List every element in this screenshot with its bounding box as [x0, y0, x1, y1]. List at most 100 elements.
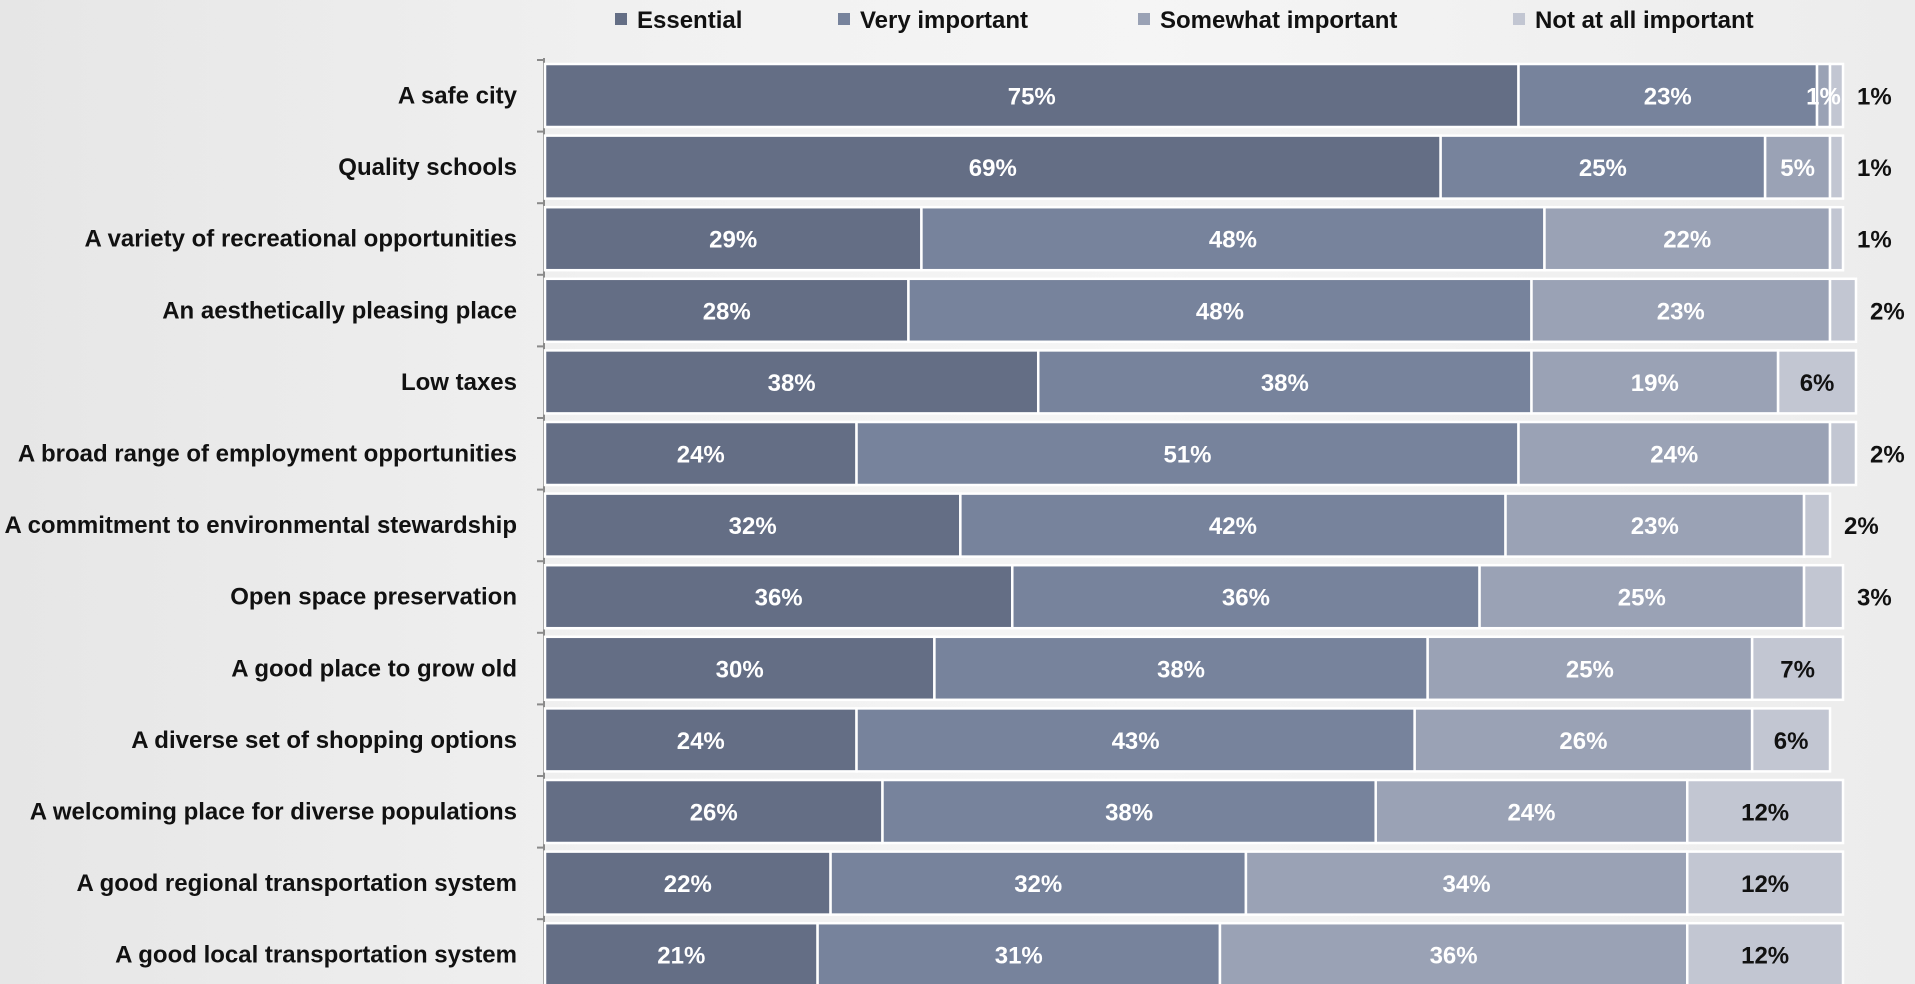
data-label-essential-a-good-local-transportation-system: 21%: [657, 943, 705, 970]
bar-somewhat-important-an-aesthetically-pleasing-place: [1530, 277, 1832, 344]
data-label-somewhat-important-a-good-regional-transportation-system: 34%: [1443, 871, 1491, 898]
category-label-open-space-preservation: Open space preservation: [230, 584, 517, 611]
data-label-not-at-all-important-a-commitment-to-environmental-stewardship: 2%: [1844, 513, 1879, 540]
data-label-essential-low-taxes: 38%: [768, 370, 816, 397]
bar-essential-a-diverse-set-of-shopping-options: [543, 707, 858, 773]
bar-very-important-an-aesthetically-pleasing-place: [907, 277, 1533, 344]
bar-not-at-all-important-a-good-regional-transportation-system: [1685, 850, 1845, 916]
bar-not-at-all-important-a-safe-city: [1828, 62, 1845, 129]
data-label-somewhat-important-a-broad-range-of-employment-opportunities: 24%: [1650, 442, 1698, 469]
data-label-essential-a-welcoming-place-for-diverse-populations: 26%: [690, 800, 738, 827]
bar-very-important-a-good-place-to-grow-old: [933, 635, 1429, 702]
data-label-not-at-all-important-a-broad-range-of-employment-opportunities: 2%: [1870, 442, 1905, 469]
legend-label-very-important: Very important: [860, 7, 1028, 34]
legend-swatch-somewhat-important: [1138, 13, 1150, 25]
bar-not-at-all-important-low-taxes: [1776, 349, 1858, 415]
bar-essential-low-taxes: [543, 349, 1040, 415]
bars: [543, 62, 1858, 984]
data-label-essential-a-commitment-to-environmental-stewardship: 32%: [729, 513, 777, 540]
data-label-very-important-a-good-regional-transportation-system: 32%: [1014, 871, 1062, 898]
data-label-somewhat-important-a-variety-of-recreational-opportunities: 22%: [1663, 227, 1711, 254]
bar-not-at-all-important-a-good-local-transportation-system: [1685, 921, 1845, 984]
bar-essential-a-good-local-transportation-system: [543, 921, 819, 984]
data-label-not-at-all-important-a-diverse-set-of-shopping-options: 6%: [1774, 728, 1809, 755]
data-label-essential-a-broad-range-of-employment-opportunities: 24%: [677, 442, 725, 469]
bar-very-important-a-diverse-set-of-shopping-options: [855, 707, 1416, 773]
data-label-very-important-a-good-local-transportation-system: 31%: [995, 943, 1043, 970]
bar-essential-open-space-preservation: [543, 563, 1014, 630]
data-label-very-important-a-welcoming-place-for-diverse-populations: 38%: [1105, 800, 1153, 827]
category-label-low-taxes: Low taxes: [401, 369, 517, 396]
legend: Essential Very important Somewhat importan…: [615, 7, 1754, 34]
data-labels: 75% 23% 1% 1% 69% 25% 5% 1% 29% 48% 22% 1% 28% 48% 23%…: [657, 84, 1904, 970]
category-labels: A safe city Quality schools A variety of r…: [4, 83, 517, 969]
legend-label-not-at-all-important: Not at all important: [1535, 7, 1754, 34]
category-label-a-diverse-set-of-shopping-options: A diverse set of shopping options: [131, 727, 517, 754]
bar-not-at-all-important-quality-schools: [1828, 134, 1845, 200]
category-label-a-broad-range-of-employment-opportunities: A broad range of employment opportunitie…: [18, 441, 517, 468]
data-label-essential-a-good-place-to-grow-old: 30%: [716, 656, 764, 683]
data-label-somewhat-important-a-welcoming-place-for-diverse-populations: 24%: [1507, 800, 1555, 827]
bar-somewhat-important-a-good-regional-transportation-system: [1244, 850, 1689, 916]
data-label-very-important-a-safe-city: 23%: [1644, 84, 1692, 111]
bar-somewhat-important-a-diverse-set-of-shopping-options: [1413, 707, 1754, 773]
bar-not-at-all-important-a-good-place-to-grow-old: [1750, 635, 1845, 702]
legend-swatch-very-important: [838, 13, 850, 25]
data-label-essential-a-variety-of-recreational-opportunities: 29%: [709, 227, 757, 254]
data-label-very-important-a-broad-range-of-employment-opportunities: 51%: [1163, 442, 1211, 469]
data-label-not-at-all-important-an-aesthetically-pleasing-place: 2%: [1870, 298, 1905, 325]
data-label-very-important-a-good-place-to-grow-old: 38%: [1157, 656, 1205, 683]
data-label-somewhat-important-a-diverse-set-of-shopping-options: 26%: [1559, 728, 1607, 755]
data-label-very-important-a-diverse-set-of-shopping-options: 43%: [1112, 728, 1160, 755]
bar-essential-quality-schools: [543, 134, 1442, 200]
data-label-somewhat-important-a-good-place-to-grow-old: 25%: [1566, 656, 1614, 683]
bar-somewhat-important-a-broad-range-of-employment-opportunities: [1517, 420, 1832, 487]
bar-not-at-all-important-an-aesthetically-pleasing-place: [1828, 277, 1858, 344]
data-label-somewhat-important-open-space-preservation: 25%: [1618, 585, 1666, 612]
data-label-essential-a-safe-city: 75%: [1008, 84, 1056, 111]
data-label-essential-quality-schools: 69%: [969, 155, 1017, 182]
category-label-an-aesthetically-pleasing-place: An aesthetically pleasing place: [162, 297, 517, 324]
bar-essential-a-variety-of-recreational-opportunities: [543, 205, 923, 272]
bar-very-important-low-taxes: [1036, 349, 1533, 415]
bar-very-important-a-commitment-to-environmental-stewardship: [959, 492, 1507, 558]
legend-swatch-essential: [615, 13, 627, 25]
data-label-not-at-all-important-a-good-regional-transportation-system: 12%: [1741, 871, 1789, 898]
category-label-quality-schools: Quality schools: [338, 154, 517, 181]
data-label-very-important-a-commitment-to-environmental-stewardship: 42%: [1209, 513, 1257, 540]
data-label-somewhat-important-an-aesthetically-pleasing-place: 23%: [1657, 298, 1705, 325]
bar-very-important-a-variety-of-recreational-opportunities: [920, 205, 1546, 272]
bar-not-at-all-important-a-broad-range-of-employment-opportunities: [1828, 420, 1858, 487]
category-label-a-variety-of-recreational-opportunities: A variety of recreational opportunities: [84, 226, 517, 253]
legend-label-essential: Essential: [637, 7, 742, 34]
category-label-a-safe-city: A safe city: [398, 83, 518, 110]
bar-somewhat-important-a-good-place-to-grow-old: [1426, 635, 1754, 702]
bar-somewhat-important-low-taxes: [1530, 349, 1780, 415]
data-label-essential-a-diverse-set-of-shopping-options: 24%: [677, 728, 725, 755]
bar-essential-a-good-place-to-grow-old: [543, 635, 936, 702]
bar-not-at-all-important-a-commitment-to-environmental-stewardship: [1802, 492, 1832, 558]
bar-somewhat-important-a-welcoming-place-for-diverse-populations: [1374, 778, 1689, 845]
data-label-essential-a-good-regional-transportation-system: 22%: [664, 871, 712, 898]
data-label-somewhat-important-a-commitment-to-environmental-stewardship: 23%: [1631, 513, 1679, 540]
bar-essential-a-commitment-to-environmental-stewardship: [543, 492, 962, 558]
data-label-not-at-all-important-a-good-place-to-grow-old: 7%: [1780, 656, 1815, 683]
bar-very-important-a-good-local-transportation-system: [816, 921, 1222, 984]
data-label-somewhat-important-quality-schools: 5%: [1780, 155, 1815, 182]
bar-not-at-all-important-a-welcoming-place-for-diverse-populations: [1685, 778, 1845, 845]
bar-not-at-all-important-open-space-preservation: [1802, 563, 1845, 630]
data-label-essential-open-space-preservation: 36%: [755, 585, 803, 612]
data-label-not-at-all-important-open-space-preservation: 3%: [1857, 585, 1892, 612]
category-axis: [537, 58, 545, 984]
bar-not-at-all-important-a-diverse-set-of-shopping-options: [1750, 707, 1832, 773]
category-label-a-good-regional-transportation-system: A good regional transportation system: [77, 870, 518, 897]
data-label-not-at-all-important-a-welcoming-place-for-diverse-populations: 12%: [1741, 800, 1789, 827]
data-label-not-at-all-important-a-variety-of-recreational-opportunities: 1%: [1857, 227, 1892, 254]
data-label-not-at-all-important-low-taxes: 6%: [1800, 370, 1835, 397]
data-label-somewhat-important-low-taxes: 19%: [1631, 370, 1679, 397]
data-label-somewhat-important-a-good-local-transportation-system: 36%: [1430, 943, 1478, 970]
category-label-a-welcoming-place-for-diverse-populations: A welcoming place for diverse population…: [30, 799, 517, 826]
data-label-very-important-low-taxes: 38%: [1261, 370, 1309, 397]
data-label-essential-an-aesthetically-pleasing-place: 28%: [703, 298, 751, 325]
